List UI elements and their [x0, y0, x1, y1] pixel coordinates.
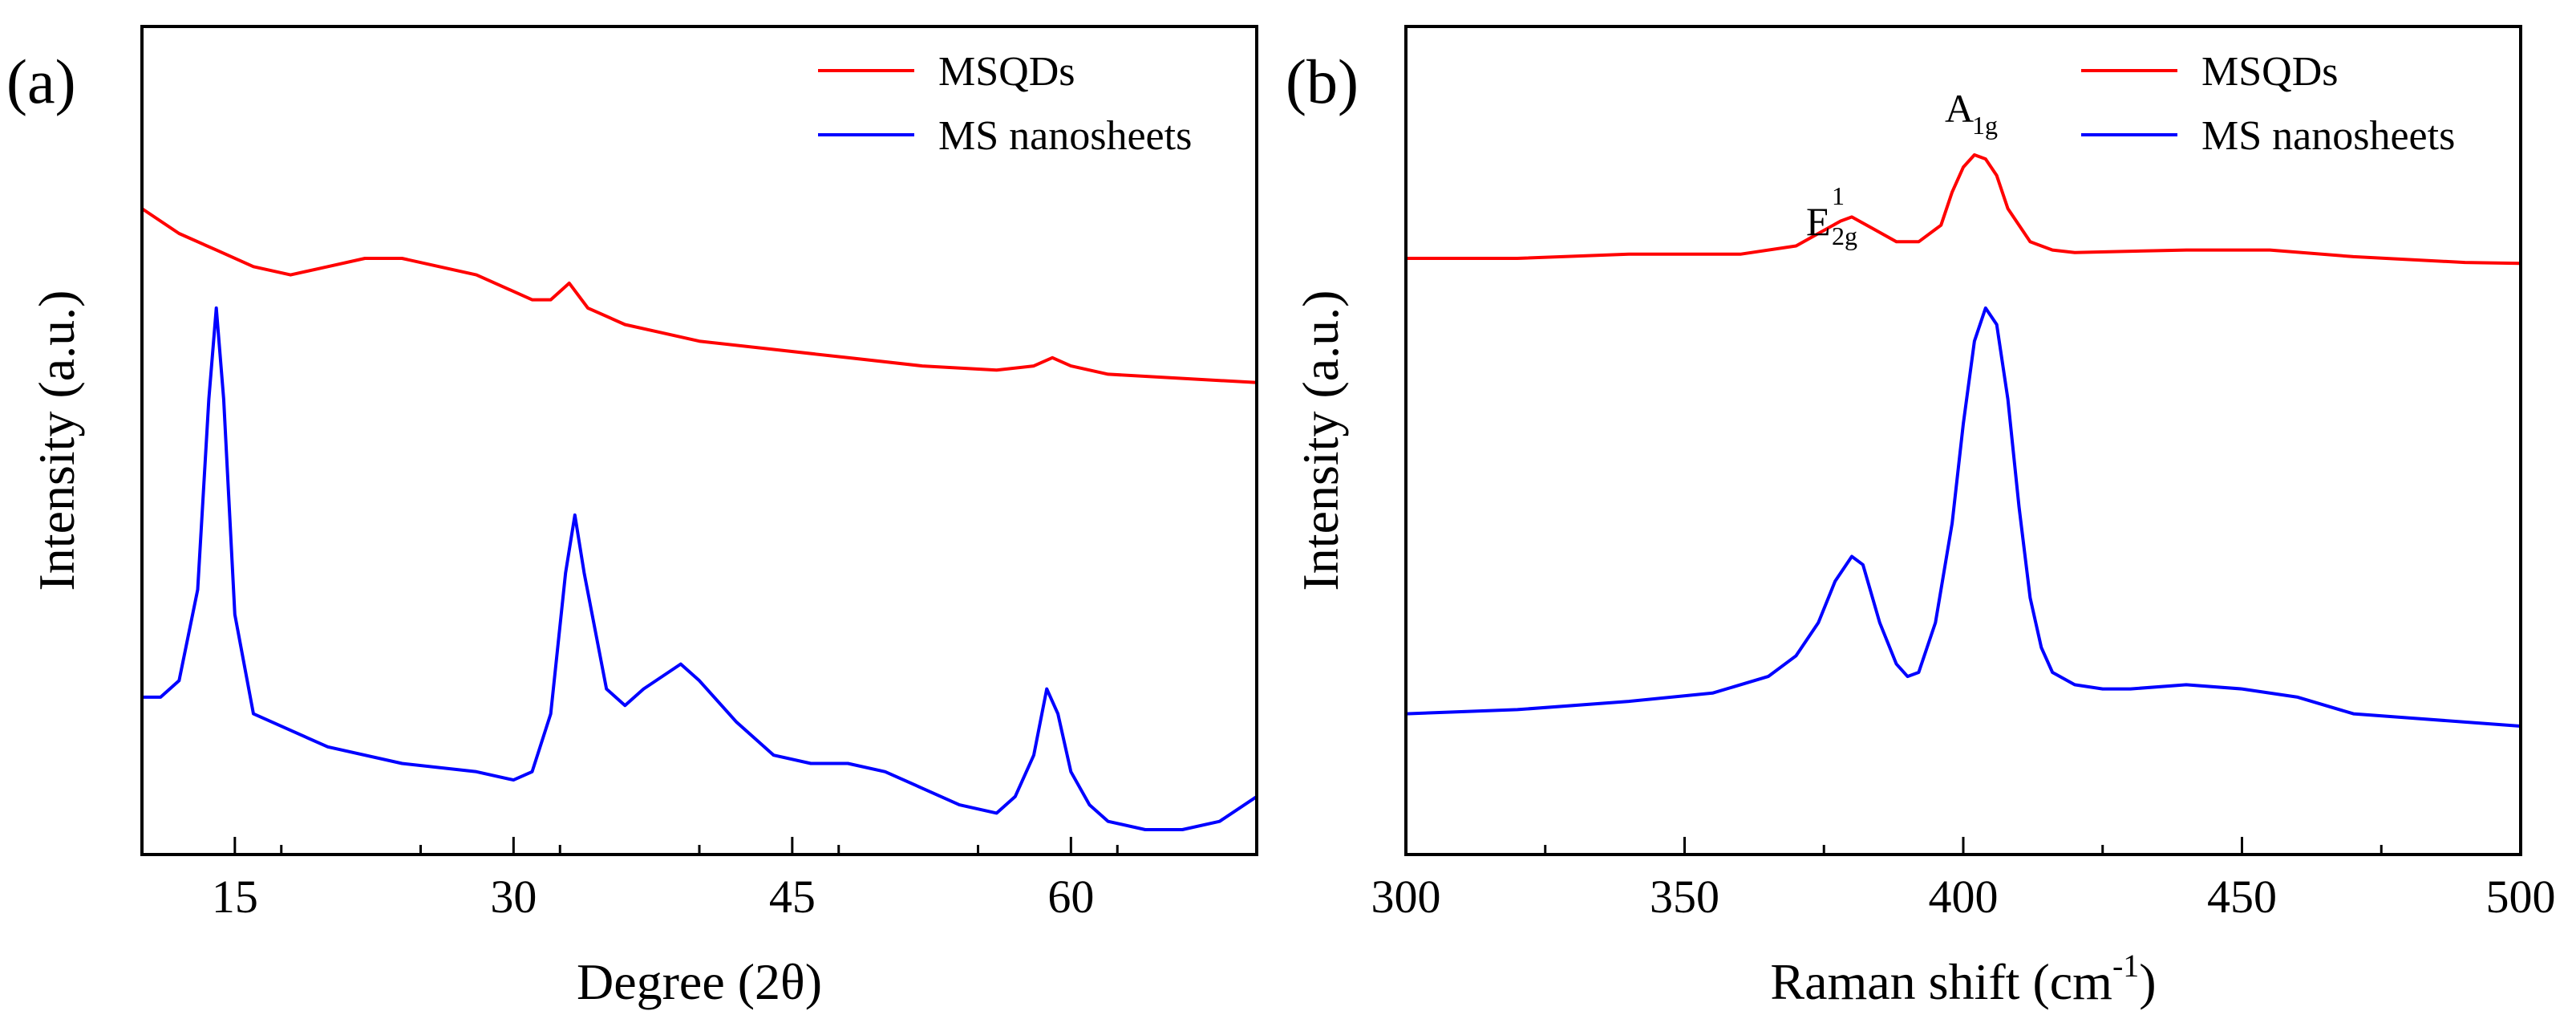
panel-b-x-tick-label: 400 [1929, 871, 1999, 923]
legend-label-msqds: MSQDs [938, 49, 1075, 95]
panel-a-x-ticks: 15 30 45 60 [140, 837, 1258, 923]
panel-label-a: (a) [6, 47, 76, 116]
panel-b-y-axis-title: Intensity (a.u.) [1292, 290, 1349, 591]
panel-a-series-lines [140, 207, 1258, 831]
peak-annotation-a1g: A 1g [1945, 86, 1998, 140]
peak-a1g-base: A [1945, 86, 1974, 131]
panel-a-x-tick-label: 15 [212, 871, 258, 923]
panel-a-series-msqds [140, 207, 1258, 384]
panel-a-xrd-chart: (a) 15 30 45 60 Degree (2θ) Intensity (a.u.… [6, 25, 1258, 1010]
panel-b-plot-frame [1404, 25, 2522, 856]
panel-b-legend: MSQDs MS nanosheets [2081, 49, 2455, 159]
panel-a-x-axis-title: Degree (2θ) [577, 953, 822, 1010]
panel-b-x-ticks: 300 350 400 450 500 [1371, 837, 2556, 923]
peak-a1g-sub: 1g [1972, 111, 1998, 140]
panel-a-x-tick-label: 60 [1047, 871, 1094, 923]
panel-label-b: (b) [1286, 47, 1359, 116]
panel-b-x-axis-title: Raman shift (cm-1) [1770, 948, 2156, 1010]
panel-a-x-tick-label: 30 [490, 871, 537, 923]
legend-label-msqds-b: MSQDs [2201, 49, 2339, 95]
panel-b-x-axis-title-sup: -1 [2112, 948, 2139, 984]
peak-e2g-sup: 1 [1832, 181, 1845, 210]
panel-b-x-axis-title-text: Raman shift (cm [1770, 953, 2112, 1010]
peak-annotation-e2g: E 1 2g [1806, 181, 1857, 250]
legend-label-ms-nanosheets: MS nanosheets [938, 113, 1192, 159]
panel-a-x-tick-label: 45 [769, 871, 816, 923]
peak-e2g-base: E [1806, 199, 1831, 244]
panel-b-x-tick-label: 500 [2486, 871, 2556, 923]
panel-a-series-ms-nanosheets [142, 306, 1258, 831]
panel-a-legend: MSQDs MS nanosheets [818, 49, 1192, 159]
panel-b-series-ms-nanosheets [1405, 306, 2521, 728]
panel-b-raman-chart: (b) 300 350 400 450 500 Raman shift (cm-1) I… [1286, 25, 2556, 1010]
panel-b-x-tick-label: 350 [1650, 871, 1719, 923]
panel-b-x-tick-label: 300 [1371, 871, 1441, 923]
panel-b-series-lines [1405, 153, 2521, 728]
panel-a-plot-frame [140, 25, 1258, 856]
panel-a-y-axis-title: Intensity (a.u.) [28, 290, 85, 591]
peak-e2g-sub: 2g [1832, 221, 1857, 250]
panel-b-x-axis-title-suffix: ) [2139, 953, 2156, 1010]
panel-b-series-msqds [1406, 153, 2521, 266]
panel-b-x-tick-label: 450 [2207, 871, 2277, 923]
legend-label-ms-nanosheets-b: MS nanosheets [2201, 113, 2455, 159]
